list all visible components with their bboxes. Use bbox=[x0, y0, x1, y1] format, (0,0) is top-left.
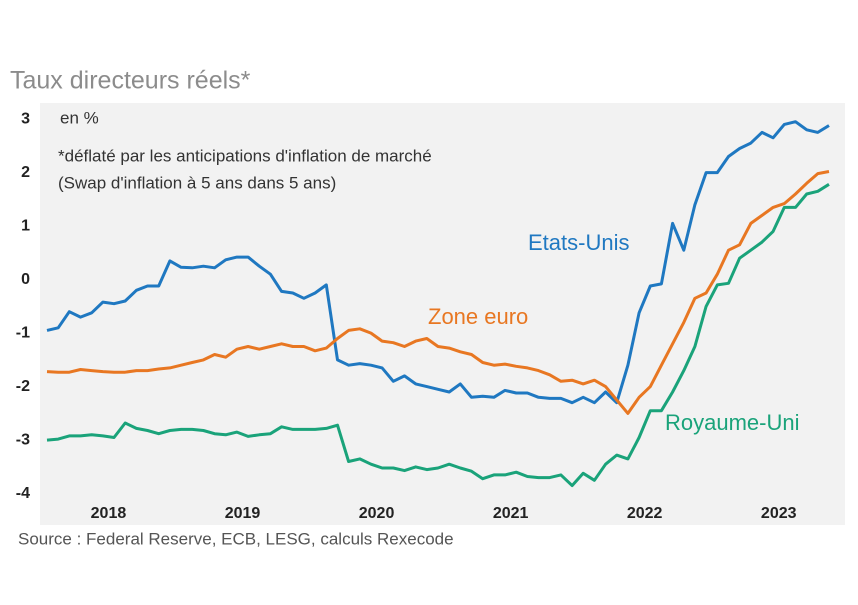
x-tick-label: 2019 bbox=[225, 505, 261, 522]
series-line bbox=[46, 183, 830, 488]
chart-title: Taux directeurs réels* bbox=[10, 67, 251, 95]
y-tick-label: 3 bbox=[21, 110, 30, 127]
x-tick-label: 2022 bbox=[627, 505, 663, 522]
x-tick-label: 2018 bbox=[91, 505, 127, 522]
y-tick-label: 2 bbox=[21, 164, 30, 181]
x-tick-label: 2020 bbox=[359, 505, 395, 522]
note: (Swap d'inflation à 5 ans dans 5 ans) bbox=[58, 173, 336, 192]
series-label: Royaume-Uni bbox=[665, 410, 800, 435]
series-line bbox=[46, 170, 830, 415]
source: Source : Federal Reserve, ECB, LESG, cal… bbox=[18, 529, 454, 548]
note: *déflaté par les anticipations d'inflati… bbox=[58, 146, 432, 165]
y-tick-label: -3 bbox=[16, 431, 30, 448]
series-label: Zone euro bbox=[428, 304, 528, 329]
x-tick-label: 2023 bbox=[761, 505, 797, 522]
series-line bbox=[46, 120, 830, 405]
y-tick-label: -1 bbox=[16, 324, 30, 341]
y-tick-label: 1 bbox=[21, 217, 30, 234]
y-tick-label: 0 bbox=[21, 271, 30, 288]
x-tick-label: 2021 bbox=[493, 505, 529, 522]
unit-label: en % bbox=[60, 108, 99, 127]
y-tick-label: -2 bbox=[16, 378, 30, 395]
series-label: Etats-Unis bbox=[528, 230, 629, 255]
y-tick-label: -4 bbox=[16, 485, 30, 502]
